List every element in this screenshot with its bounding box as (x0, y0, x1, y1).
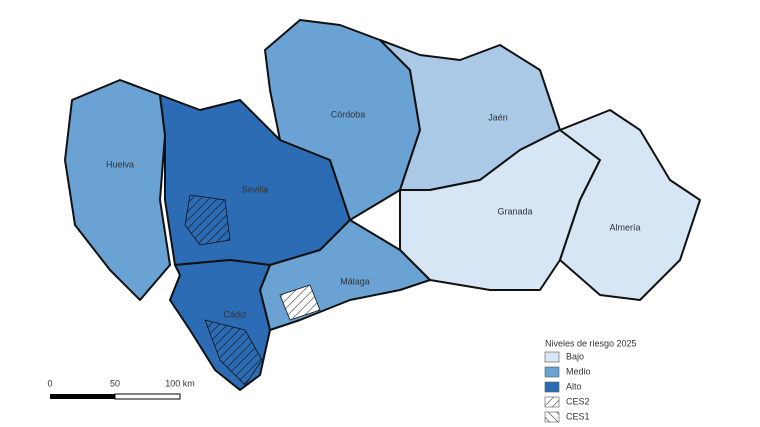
provinces (64, 19, 701, 391)
province-label: Granada (497, 206, 532, 216)
province-labels: Huelva Sevilla Córdoba Jaén Granada Almería Má… (106, 109, 641, 319)
scale-label: 100 km (165, 378, 195, 388)
legend-swatch (544, 366, 560, 378)
province-label: Málaga (340, 276, 370, 286)
legend-swatch (544, 411, 560, 423)
scale-label: 0 (47, 378, 52, 388)
province-label: Jaén (488, 112, 508, 122)
legend-swatch (544, 351, 560, 363)
scale-segment (50, 394, 115, 399)
legend-label: Alto (566, 381, 582, 391)
province-label: Huelva (106, 159, 134, 169)
hatched-area (279, 284, 321, 321)
legend: Niveles de riesgo 2025 Bajo Medio Alto C… (544, 338, 637, 423)
scale-bar: 0 50 100 km (47, 378, 195, 400)
province-label: Sevilla (242, 184, 269, 194)
legend-label: Medio (566, 366, 591, 376)
legend-swatch (544, 381, 560, 393)
legend-title: Niveles de riesgo 2025 (545, 338, 637, 348)
scale-label: 50 (110, 378, 120, 388)
province-label: Almería (609, 222, 640, 232)
hatched-area (184, 194, 231, 246)
legend-label: CES2 (566, 396, 590, 406)
province (559, 109, 701, 301)
province-label: Cádiz (223, 309, 247, 319)
province-label: Córdoba (331, 109, 366, 119)
hatched-area (204, 319, 263, 386)
legend-swatch (544, 396, 560, 408)
province (64, 79, 171, 301)
scale-segment (114, 393, 181, 400)
legend-label: Bajo (566, 351, 584, 361)
legend-label: CES1 (566, 411, 590, 421)
